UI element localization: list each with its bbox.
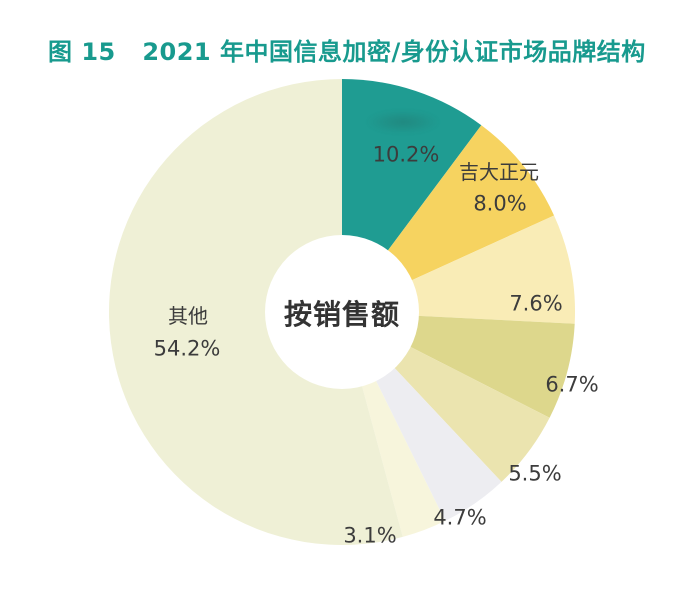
pie-slice-其他 bbox=[108, 79, 403, 545]
slice-label-吉大正元: 吉大正元 bbox=[459, 160, 539, 184]
slice-label-5.5pct: 5.5% bbox=[508, 461, 562, 486]
figure-title: 图 15 2021 年中国信息加密/身份认证市场品牌结构 bbox=[48, 38, 646, 66]
slice-label-54.2pct: 54.2% bbox=[153, 336, 221, 361]
slice-label-6.7pct: 6.7% bbox=[545, 372, 599, 397]
slice-label-其他: 其他 bbox=[168, 304, 208, 328]
center-label: 按销售额 bbox=[283, 298, 401, 331]
donut-hole bbox=[265, 235, 419, 389]
blurred-watermark-smudge bbox=[366, 110, 440, 134]
slice-label-3.1pct: 3.1% bbox=[343, 523, 397, 548]
slice-label-4.7pct: 4.7% bbox=[433, 505, 487, 530]
slice-label-7.6pct: 7.6% bbox=[509, 291, 563, 316]
slice-label-8.0pct: 8.0% bbox=[473, 191, 527, 216]
slice-label-10.2pct: 10.2% bbox=[372, 142, 440, 167]
